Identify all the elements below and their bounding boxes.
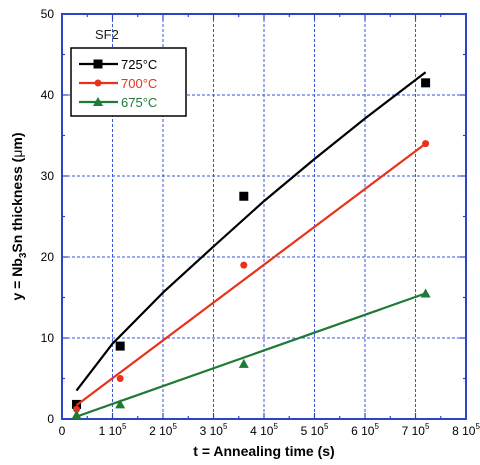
- data-point: [238, 358, 249, 368]
- data-point: [239, 191, 249, 201]
- x-tick-mantissa: 3 10: [200, 424, 224, 438]
- data-point: [116, 375, 124, 382]
- legend-item: 725°C: [79, 57, 157, 72]
- data-point: [420, 288, 431, 298]
- y-axis-title: y = Nb3Sn thickness (μm): [9, 132, 29, 300]
- series: [71, 71, 431, 419]
- data-point: [71, 409, 82, 419]
- x-tick-label: 7 105: [402, 422, 430, 438]
- y-title-part-1: y = Nb: [9, 258, 25, 300]
- ticks: [61, 13, 467, 420]
- data-point: [115, 341, 125, 351]
- x-tick-label: 6 105: [351, 422, 379, 438]
- x-tick-label: 0: [59, 424, 66, 438]
- legend-marker: [94, 79, 102, 87]
- legend: 725°C 700°C 675°C: [70, 47, 187, 117]
- data-point: [422, 140, 430, 148]
- x-tick-label: 3 105: [200, 422, 228, 438]
- legend-item: 675°C: [79, 95, 157, 110]
- series-2: [71, 288, 431, 419]
- y-tick-label: 40: [41, 88, 55, 102]
- y-tick-labels: 0 10 20 30 40 50: [41, 7, 55, 426]
- legend-marker: [93, 97, 103, 106]
- y-tick-label: 20: [41, 250, 55, 264]
- x-tick-mantissa: 5 10: [301, 424, 325, 438]
- x-tick-label: 5 105: [301, 422, 329, 438]
- x-tick-mantissa: 6 10: [351, 424, 375, 438]
- y-tick-label: 0: [47, 412, 54, 426]
- y-title-mu: μ: [9, 150, 25, 158]
- annotation-label: SF2: [95, 27, 119, 42]
- data-point: [115, 399, 126, 409]
- x-tick-exponent: 5: [475, 422, 480, 431]
- data-point: [73, 405, 81, 413]
- y-tick-label: 10: [41, 331, 55, 345]
- x-tick-mantissa: 4 10: [250, 424, 274, 438]
- x-axis-title: t = Annealing time (s): [193, 443, 334, 459]
- series-fit-line: [76, 292, 426, 418]
- x-tick-mantissa: 0: [59, 424, 66, 438]
- x-tick-exponent: 5: [273, 422, 278, 431]
- y-title-sub: 3: [18, 252, 29, 258]
- x-tick-mantissa: 2 10: [149, 424, 173, 438]
- x-tick-exponent: 5: [122, 422, 127, 431]
- series-fit-line: [75, 71, 427, 392]
- legend-item: 700°C: [79, 76, 157, 91]
- x-tick-label: 2 105: [149, 422, 177, 438]
- x-tick-exponent: 5: [324, 422, 329, 431]
- legend-label: 725°C: [121, 57, 157, 72]
- series-1: [73, 140, 430, 413]
- legend-label: 700°C: [121, 76, 157, 91]
- x-tick-exponent: 5: [374, 422, 379, 431]
- x-tick-label: 4 105: [250, 422, 278, 438]
- x-tick-mantissa: 7 10: [402, 424, 426, 438]
- series-fit-line: [75, 142, 427, 407]
- x-tick-exponent: 5: [223, 422, 228, 431]
- x-tick-label: 8 105: [452, 422, 480, 438]
- x-tick-exponent: 5: [172, 422, 177, 431]
- legend-items: 725°C 700°C 675°C: [79, 57, 157, 110]
- x-tick-mantissa: 1 10: [99, 424, 123, 438]
- x-tick-exponent: 5: [425, 422, 430, 431]
- x-tick-label: 1 105: [99, 422, 127, 438]
- legend-marker: [93, 59, 103, 69]
- y-title-part-3: m): [9, 132, 25, 149]
- y-tick-label: 30: [41, 169, 55, 183]
- legend-label: 675°C: [121, 95, 157, 110]
- data-point: [240, 261, 248, 269]
- series-0: [72, 71, 431, 409]
- data-point: [421, 78, 431, 88]
- y-title-part-2: Sn thickness (: [9, 157, 25, 252]
- x-tick-mantissa: 8 10: [452, 424, 476, 438]
- y-tick-label: 50: [41, 7, 55, 21]
